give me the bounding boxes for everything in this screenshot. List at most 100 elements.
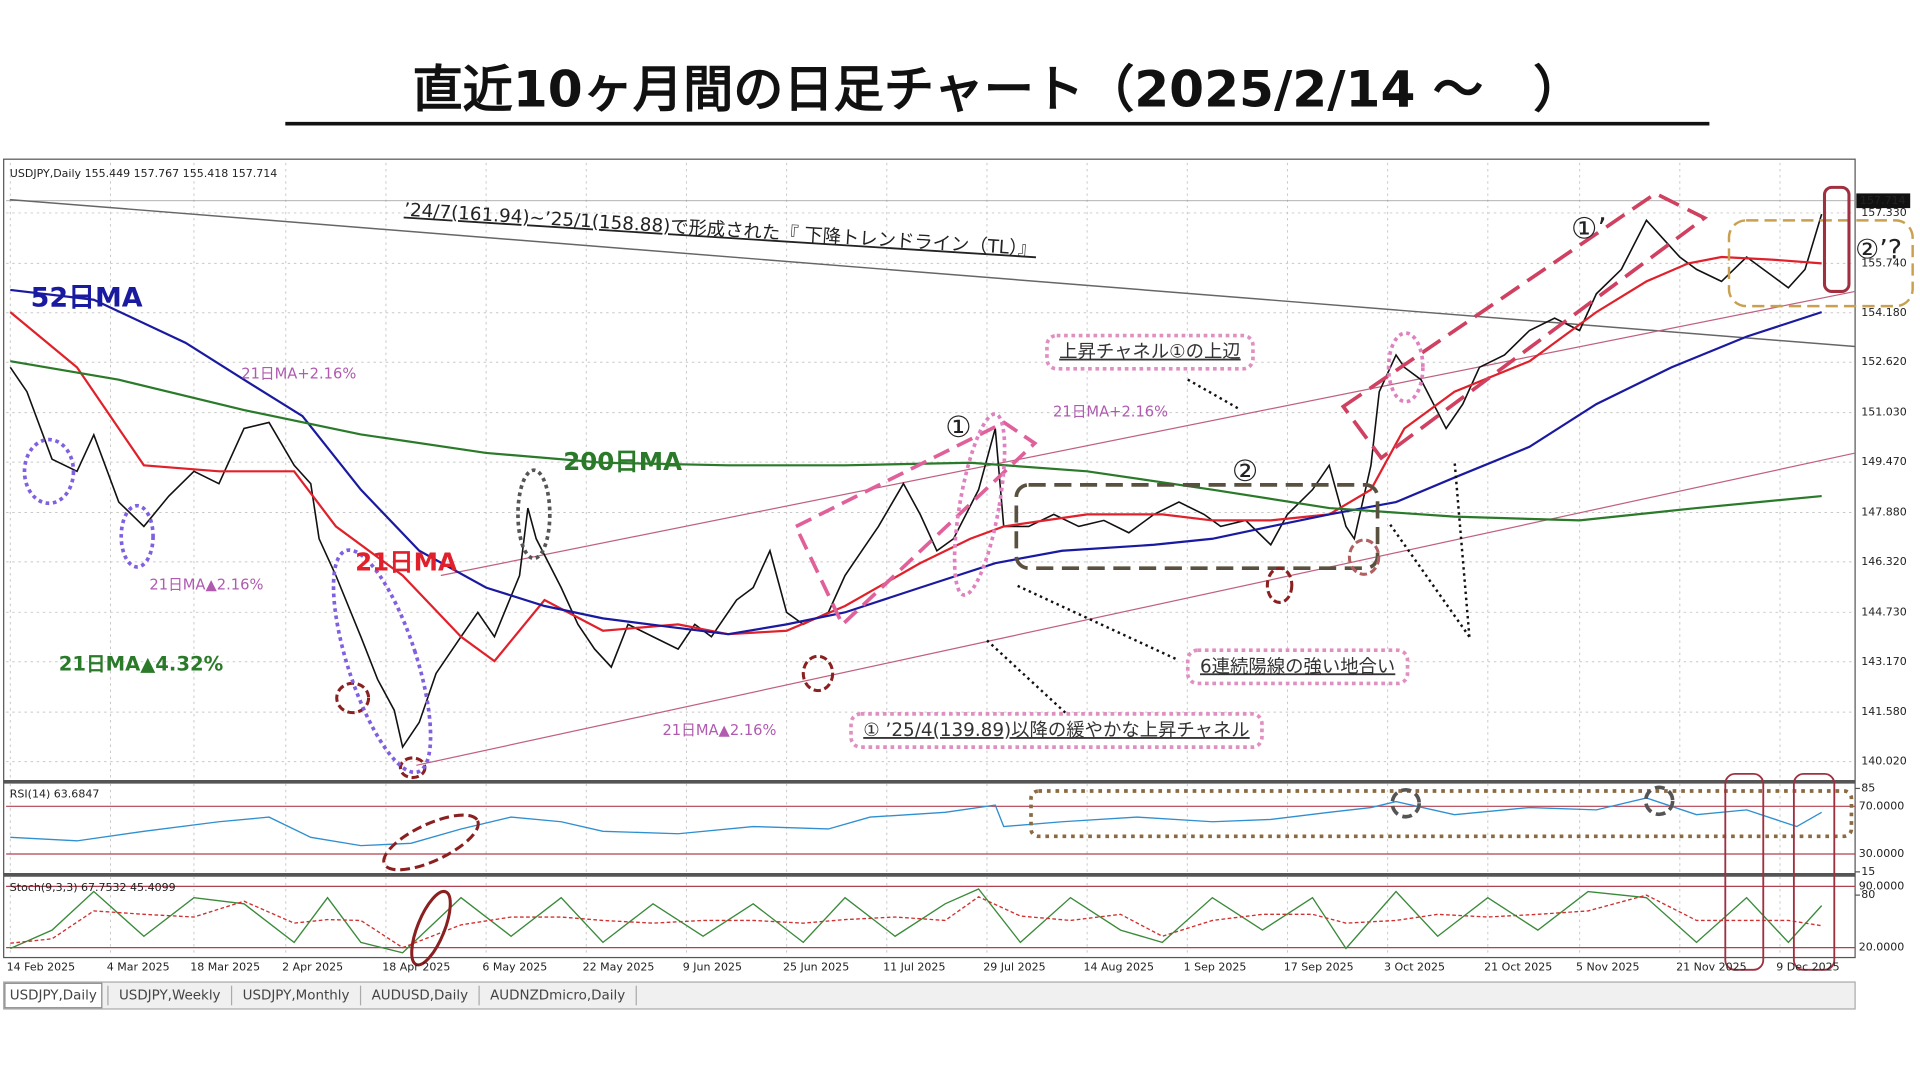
y-tick-label: 140.020 xyxy=(1861,755,1907,768)
tab-label[interactable]: USDJPY,Weekly xyxy=(119,989,221,1004)
y-tick-label: 155.740 xyxy=(1861,256,1907,269)
rsi-highlight xyxy=(1029,789,1854,839)
level-label: 90.0000 xyxy=(1859,879,1905,892)
x-tick-label: 14 Aug 2025 xyxy=(1083,960,1154,973)
range-highlight xyxy=(1014,483,1380,570)
marker-circle xyxy=(801,654,835,693)
marker-circle xyxy=(335,681,371,715)
x-tick-label: 18 Mar 2025 xyxy=(190,960,260,973)
tab-active[interactable] xyxy=(4,982,103,1009)
arrow xyxy=(1388,523,1471,638)
marker-circle xyxy=(410,889,452,967)
oscillator-highlight xyxy=(1724,772,1765,971)
y-tick-label: 143.170 xyxy=(1861,655,1907,668)
marker-circle xyxy=(516,468,552,561)
x-tick-label: 11 Jul 2025 xyxy=(883,960,945,973)
tab-label[interactable]: AUDUSD,Daily xyxy=(372,989,469,1004)
annotation: ② xyxy=(1232,454,1258,488)
x-tick-label: 6 May 2025 xyxy=(482,960,547,973)
series-name-label: 200日MA xyxy=(563,447,682,476)
marker-circle xyxy=(22,437,76,506)
annotation: ① ’25/4(139.89)以降の緩やかな上昇チャネル xyxy=(863,720,1249,741)
channel-highlight xyxy=(1340,191,1708,461)
series-line xyxy=(10,360,1822,522)
annotation-box xyxy=(1185,648,1410,686)
x-tick-label: 21 Nov 2025 xyxy=(1676,960,1747,973)
tab-label[interactable]: AUDNZDmicro,Daily xyxy=(490,989,625,1004)
x-tick-label: 21 Oct 2025 xyxy=(1484,960,1552,973)
panel-header: RSI(14) 63.6847 xyxy=(10,788,100,801)
chart-frame xyxy=(3,158,1856,959)
annotation: 21日MA+2.16% xyxy=(1053,404,1168,421)
x-tick-label: 4 Mar 2025 xyxy=(107,960,170,973)
tab-label[interactable]: USDJPY,Daily xyxy=(10,989,97,1004)
y-tick-label: 141.580 xyxy=(1861,705,1907,718)
x-tick-label: 5 Nov 2025 xyxy=(1576,960,1640,973)
annotation: ① xyxy=(945,410,971,444)
level-label: 30.0000 xyxy=(1859,847,1905,860)
panel-header: Stoch(9,3,3) 67.7532 45.4099 xyxy=(10,881,176,894)
tabs: USDJPY,Daily USDJPY,Weekly USDJPY,Monthly A… xyxy=(4,982,637,1009)
annotation: 21日MA▲2.16% xyxy=(149,576,263,593)
channel-highlight xyxy=(793,420,1038,628)
x-tick-label: 22 May 2025 xyxy=(583,960,655,973)
y-tick-label: 80 xyxy=(1861,888,1875,901)
series-line xyxy=(9,213,1823,750)
annotation-shapes xyxy=(22,185,1914,971)
marker-circle xyxy=(382,813,480,872)
annotation: ②’? xyxy=(1855,235,1902,266)
level-label: 70.0000 xyxy=(1859,799,1905,812)
y-tick-label: 157.330 xyxy=(1861,206,1907,219)
oscillator-highlight xyxy=(1792,772,1836,971)
panel-header: USDJPY,Daily 155.449 157.767 155.418 157… xyxy=(10,167,278,180)
series-line xyxy=(10,894,1822,949)
x-tick-label: 17 Sep 2025 xyxy=(1284,960,1354,973)
y-tick-label: 147.880 xyxy=(1861,505,1907,518)
x-tick-label: 18 Apr 2025 xyxy=(382,960,450,973)
marker-circle xyxy=(331,548,433,775)
annotation-box xyxy=(849,712,1264,749)
arrow xyxy=(1187,378,1240,411)
channel-line xyxy=(416,452,1856,766)
y-tick-label: 149.470 xyxy=(1861,455,1907,468)
y-tick-label: 151.030 xyxy=(1861,406,1907,419)
marker-circle xyxy=(1386,331,1425,404)
last-bar-highlight xyxy=(1822,185,1851,293)
y-tick-label: 15 xyxy=(1861,865,1875,878)
series-line xyxy=(10,797,1823,847)
series-group xyxy=(9,213,1823,954)
x-tick-label: 9 Jun 2025 xyxy=(683,960,742,973)
x-tick-label: 2 Apr 2025 xyxy=(282,960,343,973)
series-name-label: 21日MA xyxy=(355,547,457,576)
annotation: ①’ xyxy=(1571,212,1607,246)
marker-circle xyxy=(1265,566,1294,604)
annotation: 21日MA+2.16% xyxy=(241,366,356,383)
marker-circle xyxy=(119,503,155,569)
marker-circle xyxy=(1643,785,1675,817)
x-tick-label: 14 Feb 2025 xyxy=(7,960,76,973)
y-tick-label: 85 xyxy=(1861,781,1875,794)
x-tick-label: 25 Jun 2025 xyxy=(783,960,849,973)
tab-bar xyxy=(3,981,1856,1010)
x-tick-label: 9 Dec 2025 xyxy=(1776,960,1839,973)
y-tick-label: 152.620 xyxy=(1861,355,1907,368)
channel-line xyxy=(440,290,1856,577)
annotation: 上昇チャネル①の上辺 xyxy=(1059,342,1241,363)
marker-circle xyxy=(1390,787,1422,819)
y-tick-label: 154.180 xyxy=(1861,306,1907,319)
annotation-arrows xyxy=(984,378,1471,714)
x-tick-label: 29 Jul 2025 xyxy=(983,960,1045,973)
series-line xyxy=(10,288,1823,636)
tab-label[interactable]: USDJPY,Monthly xyxy=(243,989,350,1004)
marker-circle xyxy=(1347,538,1381,576)
series-line xyxy=(10,888,1823,954)
y-tick-label: 144.730 xyxy=(1861,605,1907,618)
annotation-box xyxy=(1045,333,1255,371)
range-highlight xyxy=(1727,219,1914,308)
series-name-label: 52日MA xyxy=(31,282,143,313)
y-tick-label: 146.320 xyxy=(1861,555,1907,568)
level-label: 20.0000 xyxy=(1859,941,1905,954)
